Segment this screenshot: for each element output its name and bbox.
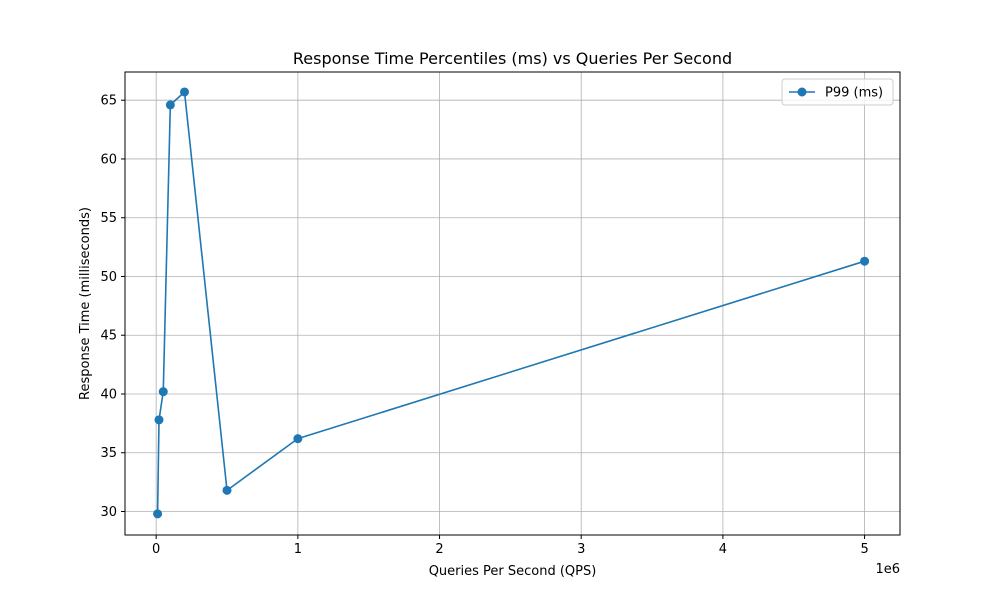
legend-marker-p99 (797, 87, 807, 97)
data-point (180, 87, 190, 97)
y-tick-label: 65 (100, 94, 117, 109)
data-point (860, 256, 870, 266)
data-point (158, 387, 168, 397)
chart-title: Response Time Percentiles (ms) vs Querie… (293, 49, 732, 68)
x-axis-label: Queries Per Second (QPS) (429, 564, 597, 579)
legend-entry-p99: P99 (ms) (825, 86, 883, 101)
x-tick-label: 0 (152, 542, 160, 557)
series-layer (153, 87, 870, 519)
x-tick-label: 3 (577, 542, 585, 557)
data-point (222, 485, 232, 495)
legend: P99 (ms) (781, 78, 894, 106)
x-axis-offset-label: 1e6 (875, 562, 900, 577)
y-tick-label: 50 (100, 270, 117, 285)
plot-area (124, 71, 901, 536)
data-point (165, 100, 175, 110)
y-tick-label: 40 (100, 387, 117, 402)
y-tick-label: 30 (100, 505, 117, 520)
y-axis-label: Response Time (milliseconds) (78, 207, 93, 400)
x-tick-label: 1 (294, 542, 302, 557)
x-tick-label: 2 (435, 542, 443, 557)
y-tick-label: 35 (100, 446, 117, 461)
data-point (153, 509, 163, 519)
data-point (293, 434, 303, 444)
x-tick-label: 4 (719, 542, 727, 557)
grid (125, 72, 900, 535)
y-tick-label: 55 (100, 211, 117, 226)
data-point (154, 415, 164, 425)
x-tick-label: 5 (860, 542, 868, 557)
legend-box (781, 78, 894, 106)
y-tick-label: 45 (100, 329, 117, 344)
series-line-p99 (156, 91, 865, 514)
y-tick-label: 60 (100, 152, 117, 167)
